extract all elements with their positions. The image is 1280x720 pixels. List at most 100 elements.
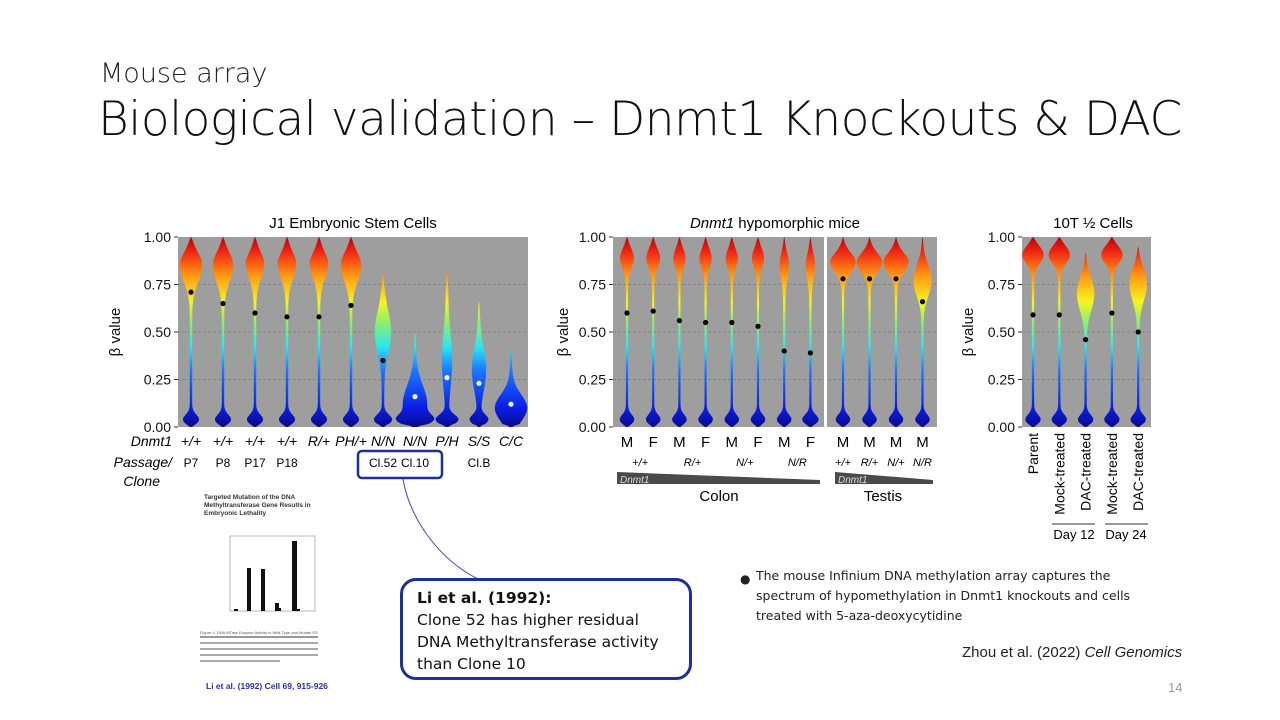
treatment-label: DAC-treated: [1130, 433, 1146, 511]
citation: Zhou et al. (2022) Cell Genomics: [962, 644, 1182, 661]
dnmt1-dosage-wedge: [835, 472, 933, 484]
violin: [724, 237, 740, 427]
passage-label: P17: [244, 456, 266, 470]
y-tick-label: 1.00: [144, 229, 171, 245]
day-label: Day 24: [1105, 527, 1146, 542]
genotype-label: S/S: [468, 433, 491, 449]
violin: [645, 237, 661, 427]
violin: [1022, 237, 1044, 427]
y-tick-label: 1.00: [579, 229, 606, 245]
median-dot: [284, 314, 290, 320]
sex-label: F: [806, 434, 815, 451]
median-dot: [729, 319, 735, 326]
genotype-label: C/C: [499, 433, 524, 449]
violin: [212, 237, 234, 427]
genotype-label: +/+: [632, 457, 648, 469]
li-1992-paper-thumbnail: Targeted Mutation of the DNA Methyltrans…: [190, 486, 330, 691]
median-dot: [893, 276, 899, 282]
y-tick-label: 0.75: [144, 277, 171, 293]
y-tick-label: 0.50: [144, 324, 171, 340]
median-dot: [380, 357, 386, 364]
y-tick-label: 1.00: [988, 229, 1015, 245]
genotype-label: PH/+: [335, 433, 367, 449]
violin: [245, 237, 265, 427]
violin: [277, 237, 297, 427]
median-dot: [866, 276, 873, 282]
citation-authors: Zhou et al. (2022): [962, 644, 1085, 661]
median-dot: [624, 310, 630, 316]
violin: [1129, 246, 1147, 427]
violin: [913, 237, 932, 427]
slide-subtitle: Mouse array: [100, 58, 268, 89]
genotype-label: N/N: [403, 433, 428, 449]
callout-connector: [402, 478, 479, 580]
li-1992-callout: Li et al. (1992): Clone 52 has higher re…: [400, 578, 692, 680]
median-dot: [252, 310, 258, 316]
violin: [1101, 237, 1123, 427]
violin: [856, 237, 883, 427]
passage-label: Cl.10: [401, 456, 429, 470]
violin: [373, 271, 393, 427]
panel-title-gene: Dnmt1: [690, 215, 734, 232]
sex-label: M: [673, 434, 686, 451]
panel-title-rest: hypomorphic mice: [734, 215, 860, 232]
median-dot: [807, 350, 814, 356]
median-dot: [1109, 310, 1115, 316]
genotype-label: N/R: [788, 457, 807, 469]
median-dot: [676, 318, 683, 324]
median-dot: [476, 380, 482, 386]
violin: [619, 237, 635, 427]
sex-label: M: [837, 434, 850, 451]
median-dot: [840, 276, 846, 282]
violin: [698, 237, 713, 427]
genotype-label: R/+: [861, 457, 879, 469]
day-label: Day 12: [1053, 527, 1094, 542]
tissue-label: Testis: [864, 488, 902, 505]
sex-label: M: [890, 434, 903, 451]
treatment-label: Mock-treated: [1104, 433, 1120, 515]
genotype-label: N/N: [371, 433, 396, 449]
genotype-label: +/+: [245, 433, 265, 449]
y-axis-label: β value: [107, 308, 124, 357]
violin: [395, 332, 435, 427]
tissue-label: Colon: [699, 488, 738, 505]
median-dot: [316, 314, 322, 320]
bullet-icon: ●: [740, 572, 751, 586]
violin: [802, 237, 819, 427]
paper-reference: Li et al. (1992) Cell 69, 915-926: [206, 681, 328, 691]
genotype-label: +/+: [213, 433, 233, 449]
bullet-text: The mouse Infinium DNA methylation array…: [756, 568, 1131, 623]
median-dot: [348, 302, 354, 308]
paper-bar-chart: [200, 535, 318, 662]
median-dot: [1030, 312, 1036, 318]
page-number: 14: [1168, 680, 1183, 695]
y-axis-label: β value: [555, 308, 572, 357]
passage-label: Cl.B: [468, 456, 491, 470]
violin: [494, 347, 528, 427]
median-dot: [919, 299, 926, 305]
sex-label: M: [778, 434, 791, 451]
genotype-label: R/+: [684, 457, 702, 469]
facet-divider: [824, 237, 827, 427]
violin: [672, 237, 687, 427]
y-axis-label: β value: [960, 308, 977, 357]
y-tick-label: 0.00: [144, 419, 171, 435]
sex-label: M: [726, 434, 739, 451]
violin: [830, 237, 856, 427]
y-tick-label: 0.00: [988, 419, 1015, 435]
violin: [309, 237, 329, 427]
clone-highlight-box: [356, 449, 444, 480]
callout-heading: Li et al. (1992):: [417, 589, 552, 607]
panel-title: Dnmt1 hypomorphic mice: [690, 215, 860, 232]
paper-title: Targeted Mutation of the DNA Methyltrans…: [204, 494, 311, 517]
genotype-label: +/+: [277, 433, 297, 449]
sex-label: F: [701, 434, 710, 451]
wedge-label: Dnmt1: [838, 475, 867, 486]
slide-title: Biological validation – Dnmt1 Knockouts …: [98, 92, 1182, 147]
sex-label: F: [649, 434, 658, 451]
median-dot: [444, 375, 450, 381]
y-tick-label: 0.25: [988, 372, 1015, 388]
callout-body: Clone 52 has higher residual DNA Methylt…: [417, 611, 659, 673]
y-tick-label: 0.00: [579, 419, 606, 435]
